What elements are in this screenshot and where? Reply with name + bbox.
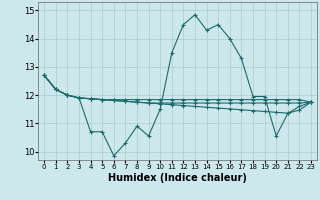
X-axis label: Humidex (Indice chaleur): Humidex (Indice chaleur) (108, 173, 247, 183)
